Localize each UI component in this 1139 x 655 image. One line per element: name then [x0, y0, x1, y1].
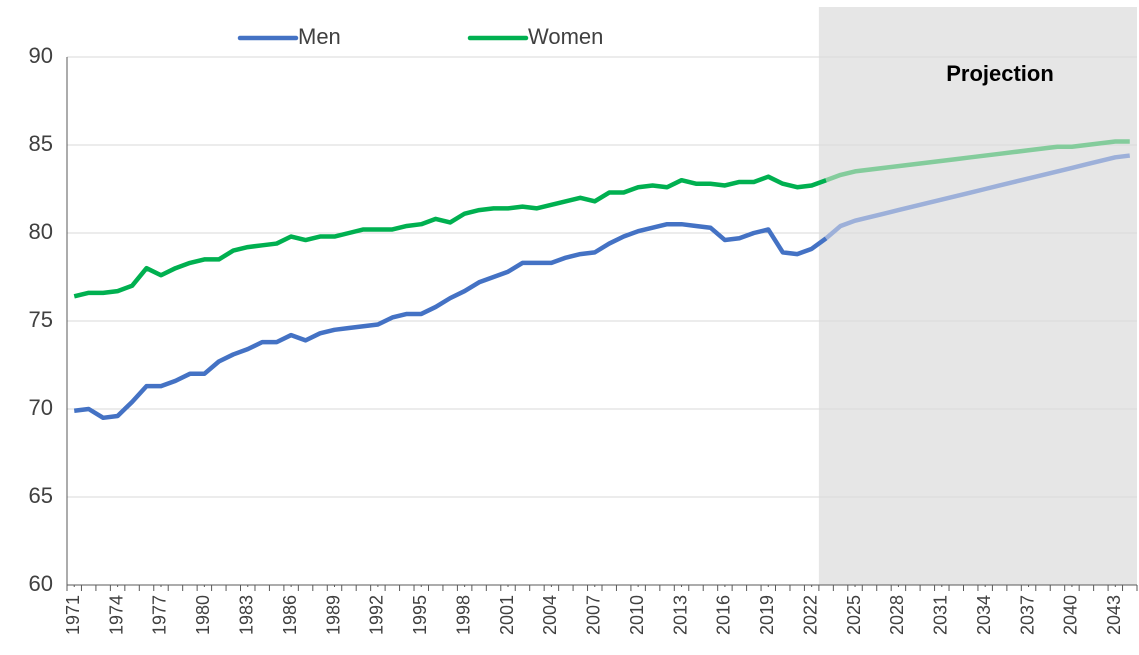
- x-tick-label: 2037: [1017, 595, 1037, 635]
- y-tick-label: 75: [29, 307, 53, 332]
- projection-line: [824, 153, 1131, 240]
- x-tick-label: 2031: [931, 595, 951, 635]
- x-tick-label: 2004: [540, 595, 560, 635]
- x-tick-label: 1980: [193, 595, 213, 635]
- x-tick-label: 1977: [150, 595, 170, 635]
- x-tick-label: 2034: [974, 595, 994, 635]
- x-tick-label: 2019: [757, 595, 777, 635]
- series-line: [73, 221, 828, 421]
- y-tick-label: 60: [29, 571, 53, 596]
- x-tick-label: 2022: [800, 595, 820, 635]
- x-tick-label: 2001: [497, 595, 517, 635]
- y-tick-label: 90: [29, 43, 53, 68]
- series-line: [73, 174, 827, 299]
- x-tick-label: 2025: [844, 595, 864, 635]
- y-tick-label: 80: [29, 219, 53, 244]
- x-tick-label: 2010: [627, 595, 647, 635]
- x-tick-label: 1971: [63, 595, 83, 635]
- x-tick-label: 1983: [236, 595, 256, 635]
- x-tick-label: 1974: [106, 595, 126, 635]
- x-tick-label: 2040: [1061, 595, 1081, 635]
- x-tick-label: 1995: [410, 595, 430, 635]
- projection-label: Projection: [946, 61, 1054, 86]
- x-tick-label: 2043: [1104, 595, 1124, 635]
- legend-label: Women: [528, 24, 603, 49]
- x-tick-label: 2007: [584, 595, 604, 635]
- x-tick-label: 1992: [367, 595, 387, 635]
- y-tick-label: 70: [29, 395, 53, 420]
- y-tick-label: 85: [29, 131, 53, 156]
- x-tick-label: 1986: [280, 595, 300, 635]
- projection-area: [818, 7, 1137, 585]
- x-tick-label: 1998: [453, 595, 473, 635]
- x-tick-label: 2028: [887, 595, 907, 635]
- projection-line: [825, 139, 1130, 183]
- x-tick-label: 1989: [323, 595, 343, 635]
- legend-label: Men: [298, 24, 341, 49]
- x-tick-label: 2013: [670, 595, 690, 635]
- x-tick-label: 2016: [714, 595, 734, 635]
- y-tick-label: 65: [29, 483, 53, 508]
